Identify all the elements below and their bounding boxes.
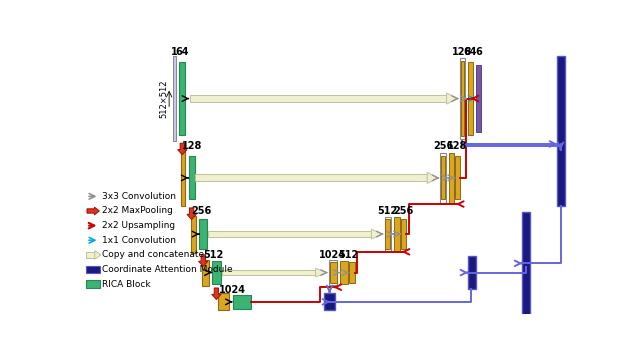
Text: 1x1 Convolution: 1x1 Convolution: [102, 236, 177, 245]
Text: 256: 256: [191, 206, 211, 216]
Text: 64: 64: [175, 47, 189, 58]
Text: 6: 6: [475, 47, 482, 58]
Text: 128: 128: [452, 47, 473, 58]
Text: 2x2 Upsampling: 2x2 Upsampling: [102, 221, 175, 230]
Bar: [234, 295, 250, 309]
Bar: [460, 58, 465, 139]
Bar: [202, 259, 209, 286]
Bar: [190, 95, 447, 102]
Text: RICA Block: RICA Block: [102, 280, 151, 289]
Text: Copy and concatenate: Copy and concatenate: [102, 250, 205, 259]
Text: 2x2 MaxPooling: 2x2 MaxPooling: [102, 207, 173, 215]
Bar: [440, 153, 446, 203]
Text: 1024: 1024: [219, 285, 246, 294]
Bar: [195, 174, 428, 181]
Text: 512: 512: [378, 206, 398, 216]
Bar: [467, 256, 476, 289]
Text: 512: 512: [338, 250, 358, 260]
Bar: [329, 260, 337, 285]
Bar: [218, 293, 229, 310]
Polygon shape: [316, 268, 326, 277]
Text: 256: 256: [393, 206, 413, 216]
Text: 512×512: 512×512: [159, 79, 168, 118]
Bar: [401, 220, 406, 249]
Polygon shape: [87, 207, 99, 215]
Text: 128: 128: [182, 140, 203, 150]
Bar: [324, 293, 335, 310]
Polygon shape: [428, 172, 438, 184]
Bar: [180, 150, 186, 205]
Text: 512: 512: [203, 250, 223, 260]
Bar: [173, 56, 176, 141]
Text: 64: 64: [464, 47, 477, 58]
Bar: [199, 219, 207, 250]
Bar: [557, 56, 565, 205]
Bar: [461, 61, 465, 136]
Text: 1024: 1024: [319, 250, 346, 260]
Polygon shape: [371, 229, 382, 239]
Text: 256: 256: [433, 140, 453, 150]
Bar: [522, 212, 531, 321]
Bar: [189, 156, 195, 199]
Bar: [191, 216, 196, 252]
Bar: [385, 220, 390, 249]
Bar: [455, 156, 460, 199]
Text: Coordinate Attention Module: Coordinate Attention Module: [102, 265, 233, 274]
Polygon shape: [447, 93, 458, 104]
Text: 128: 128: [447, 140, 468, 150]
Bar: [449, 153, 454, 203]
Bar: [86, 252, 95, 258]
Polygon shape: [212, 288, 221, 300]
Bar: [394, 217, 400, 251]
Bar: [212, 261, 221, 284]
Bar: [476, 65, 481, 132]
Bar: [330, 262, 337, 283]
Bar: [208, 231, 371, 237]
Bar: [86, 280, 100, 288]
Bar: [340, 261, 348, 284]
Polygon shape: [187, 208, 196, 220]
Bar: [179, 62, 186, 135]
Bar: [222, 270, 316, 275]
Polygon shape: [95, 251, 101, 259]
Bar: [86, 266, 100, 273]
Bar: [441, 156, 445, 199]
Bar: [385, 217, 391, 251]
Bar: [349, 262, 355, 283]
Polygon shape: [198, 255, 208, 267]
Text: 1: 1: [171, 47, 178, 58]
Polygon shape: [178, 143, 187, 155]
Text: 3x3 Convolution: 3x3 Convolution: [102, 192, 177, 201]
Bar: [468, 62, 473, 135]
